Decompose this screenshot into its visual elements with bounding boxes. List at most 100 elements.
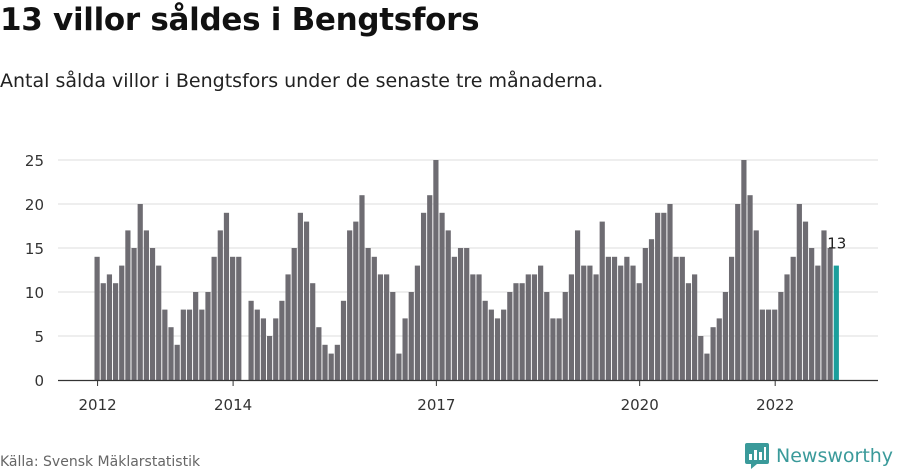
bar	[427, 195, 433, 380]
bar	[599, 221, 605, 380]
bar	[556, 318, 562, 380]
bar	[470, 274, 476, 380]
bar	[667, 204, 673, 380]
y-tick-label: 15	[25, 240, 44, 258]
bar	[538, 265, 544, 380]
bar	[353, 221, 359, 380]
bar	[119, 265, 125, 380]
bar	[507, 292, 513, 380]
bar	[587, 265, 593, 380]
bar	[488, 309, 494, 380]
bar	[655, 212, 661, 380]
bar	[778, 292, 784, 380]
bar	[414, 265, 421, 380]
bar	[562, 292, 568, 380]
y-tick-label: 0	[34, 372, 44, 390]
y-tick-label: 25	[25, 152, 44, 170]
brand-name: Newsworthy	[776, 445, 894, 467]
bar	[611, 256, 618, 380]
y-tick-label: 20	[25, 196, 44, 214]
bar	[205, 292, 211, 380]
bar	[186, 309, 193, 380]
bar	[759, 309, 765, 380]
newsworthy-logo-icon	[745, 443, 769, 469]
y-tick-label: 5	[34, 328, 44, 346]
bar	[827, 248, 833, 380]
bars	[94, 160, 839, 380]
bar	[753, 230, 759, 380]
bar	[340, 300, 347, 380]
bar	[236, 256, 242, 380]
bar	[624, 256, 630, 380]
bar	[433, 160, 439, 380]
bar	[790, 256, 796, 380]
bar	[396, 353, 402, 380]
bar	[618, 265, 624, 380]
bar	[445, 230, 451, 380]
bar	[457, 248, 464, 380]
bar	[692, 274, 698, 380]
bar	[377, 274, 384, 380]
y-tick-label: 10	[25, 284, 44, 302]
bar	[679, 256, 685, 380]
bar	[260, 318, 267, 380]
bar	[199, 309, 205, 380]
bar	[802, 221, 809, 380]
bar	[439, 212, 445, 380]
bar	[574, 230, 581, 380]
bar	[581, 265, 587, 380]
bar	[408, 292, 414, 380]
bar	[297, 212, 303, 380]
bar	[266, 336, 273, 380]
bar	[193, 292, 199, 380]
bar	[728, 256, 735, 380]
bar	[359, 195, 365, 380]
bar	[291, 248, 297, 380]
source-note: Källa: Svensk Mäklarstatistik	[0, 454, 201, 470]
bar	[94, 256, 100, 380]
bar	[704, 353, 710, 380]
bar	[137, 204, 143, 380]
bar	[772, 309, 778, 380]
bar	[174, 344, 180, 380]
bar	[156, 265, 162, 380]
bar	[420, 212, 427, 380]
bar	[605, 256, 611, 380]
bar	[765, 309, 772, 380]
bar	[784, 274, 790, 380]
bar	[334, 344, 340, 380]
bar	[180, 309, 186, 380]
bar	[716, 318, 722, 380]
x-tick-label: 2022	[756, 396, 794, 414]
bar	[217, 230, 223, 380]
bar-highlight	[833, 265, 839, 380]
bar	[328, 353, 334, 380]
bar	[230, 256, 236, 380]
bar	[525, 274, 531, 380]
bar	[211, 256, 217, 380]
highlight-value-label: 13	[827, 235, 846, 253]
bar	[143, 230, 149, 380]
bar	[482, 300, 488, 380]
bar	[815, 265, 821, 380]
bar	[371, 256, 377, 380]
bar-chart: 0 5 10 15 20 25 2012 2014 2017 2020 2022 13	[25, 152, 878, 414]
bar	[673, 256, 679, 380]
bar	[747, 195, 753, 380]
bar	[593, 274, 599, 380]
bar	[821, 230, 827, 380]
bar	[741, 160, 747, 380]
bar	[303, 221, 310, 380]
bar	[223, 212, 230, 380]
bar	[384, 274, 390, 380]
bar	[125, 230, 131, 380]
x-tick-label: 2017	[417, 396, 455, 414]
bar	[254, 309, 260, 380]
bar	[476, 274, 482, 380]
bar	[722, 292, 729, 380]
brand-logo: Newsworthy	[744, 441, 893, 471]
bar	[451, 256, 457, 380]
bar	[100, 283, 106, 380]
bar	[322, 344, 328, 380]
bar	[112, 283, 119, 380]
